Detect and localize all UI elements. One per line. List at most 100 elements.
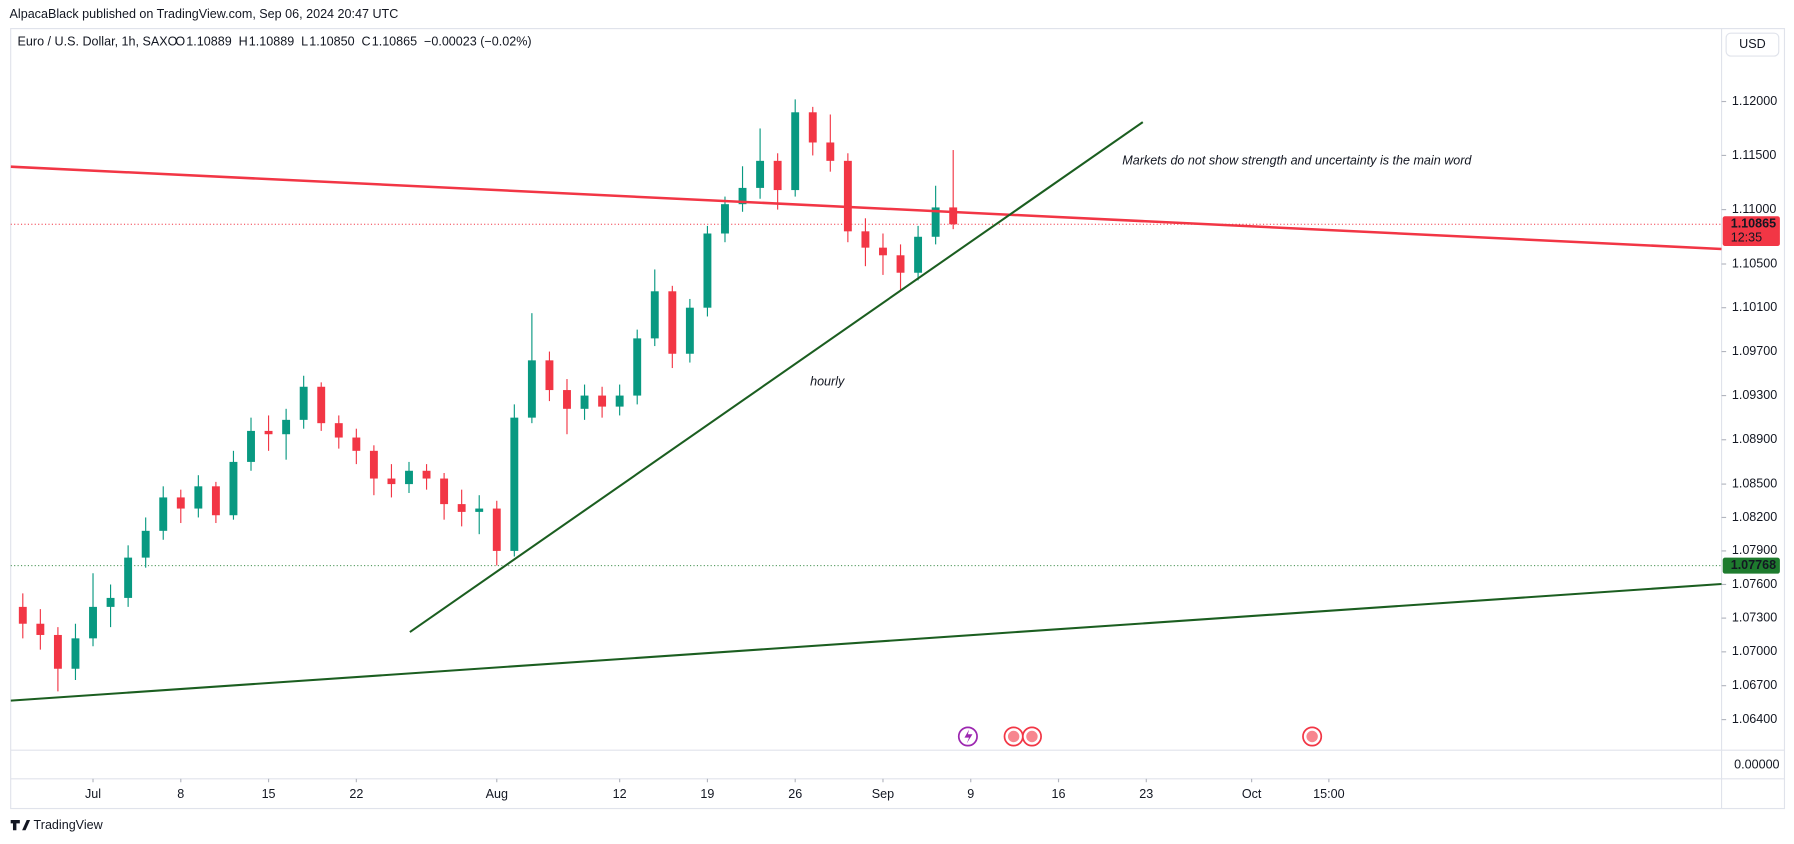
candle-body xyxy=(791,112,800,191)
candle-body xyxy=(422,470,431,479)
ohlc-key: H xyxy=(239,35,248,49)
candle-body xyxy=(861,231,870,248)
candle-body xyxy=(826,142,835,161)
event-icons xyxy=(957,726,1323,747)
candle-body xyxy=(18,606,27,624)
y-tick-label: 1.10100 xyxy=(1732,300,1777,314)
candle-body xyxy=(633,338,642,396)
ohlc-value: 1.10889 xyxy=(186,35,231,49)
event-icon-glyph xyxy=(964,729,973,744)
y-tick-label: 1.08900 xyxy=(1732,432,1777,446)
y-tick-label: 1.06700 xyxy=(1732,678,1777,692)
candle-body xyxy=(457,504,466,512)
candle-body xyxy=(176,497,185,509)
candle-body xyxy=(949,207,958,225)
candle-body xyxy=(668,291,677,354)
candle-body xyxy=(879,247,887,256)
price-label: 1.07768 xyxy=(1731,558,1776,572)
candle-body xyxy=(317,386,326,424)
price-label-bg xyxy=(1722,216,1780,246)
ohlc-key: O xyxy=(175,35,185,49)
candle-body xyxy=(387,478,396,485)
candle-body xyxy=(492,508,501,551)
y-tick-label: 1.07000 xyxy=(1732,644,1777,658)
ohlc-value: 1.10850 xyxy=(309,35,354,49)
symbol-name: Euro / U.S. Dollar, 1h, SAXO xyxy=(18,35,178,49)
change-value: −0.00023 (−0.02%) xyxy=(424,35,532,49)
candle-body xyxy=(369,450,378,479)
price-label: 1.10865 xyxy=(1731,217,1776,231)
plot-area xyxy=(10,99,1722,702)
price-label-bg xyxy=(1722,557,1780,574)
x-tick-label: 15 xyxy=(262,787,276,801)
candle-body xyxy=(282,419,291,435)
flag-glyph xyxy=(1026,730,1038,743)
candle-body xyxy=(475,508,484,512)
ohlc-value: 1.10865 xyxy=(372,35,417,49)
candle-body xyxy=(71,638,80,669)
candle-body xyxy=(141,530,150,558)
trend-line xyxy=(409,121,1144,633)
candle-body xyxy=(598,395,607,407)
candle-body xyxy=(440,478,449,505)
x-tick-label: 26 xyxy=(788,787,802,801)
candle-body xyxy=(194,486,203,509)
y-tick-label: 1.11000 xyxy=(1732,202,1776,216)
y-tick-label: 1.12000 xyxy=(1732,94,1777,108)
trend-line xyxy=(10,165,1722,251)
candle-body xyxy=(896,255,905,273)
x-tick-label: 9 xyxy=(967,787,974,801)
price-label-timer: 12:35 xyxy=(1731,230,1762,244)
y-tick-label: 1.07600 xyxy=(1732,577,1777,591)
y-tick-label: 1.09300 xyxy=(1732,388,1777,402)
brand-name: TradingView xyxy=(34,818,104,832)
candle-body xyxy=(106,597,115,607)
y-tick-label: 1.07300 xyxy=(1732,610,1777,624)
y-tick-label: 1.11500 xyxy=(1732,148,1776,162)
currency-button[interactable] xyxy=(1725,32,1780,57)
candle-body xyxy=(352,437,361,451)
candle-body xyxy=(299,386,308,420)
candle-body xyxy=(615,395,624,407)
y-tick-label: 1.08500 xyxy=(1732,476,1777,490)
candle-body xyxy=(89,606,97,639)
chart-frame xyxy=(10,28,1786,810)
x-tick-label: 16 xyxy=(1052,787,1066,801)
ohlc-key: C xyxy=(362,35,371,49)
candle-body xyxy=(264,430,273,435)
candle-body xyxy=(773,160,782,191)
candle-body xyxy=(229,461,238,516)
x-tick-label: 23 xyxy=(1139,787,1153,801)
candle-body xyxy=(211,486,220,516)
candle-body xyxy=(527,360,536,418)
candle-body xyxy=(756,160,765,188)
candle-body xyxy=(580,395,589,409)
candle-body xyxy=(738,187,747,205)
ohlc-key: L xyxy=(301,35,308,49)
y-tick-label: 1.07900 xyxy=(1732,543,1777,557)
candle-body xyxy=(124,557,133,598)
flag-glyph xyxy=(1007,730,1020,743)
ohlc-value: 1.10889 xyxy=(249,35,294,49)
y-tick-label: 1.09700 xyxy=(1732,344,1777,358)
candle-body xyxy=(405,470,413,485)
candle-body xyxy=(510,417,519,551)
annotation-text: hourly xyxy=(810,374,845,388)
y-tick-label: 1.08200 xyxy=(1732,510,1777,524)
candle-body xyxy=(545,360,554,391)
x-tick-label: 15:00 xyxy=(1313,787,1344,801)
candle-body xyxy=(563,390,571,409)
candle-body xyxy=(247,430,255,462)
x-tick-label: Aug xyxy=(486,787,508,801)
candle-body xyxy=(650,291,659,339)
y-tick-label: 1.10500 xyxy=(1732,256,1777,270)
candle-body xyxy=(931,207,940,237)
annotation-text: Markets do not show strength and uncerta… xyxy=(1122,154,1472,168)
candle-body xyxy=(703,233,712,308)
x-tick-label: Sep xyxy=(872,787,894,801)
flag-glyph xyxy=(1306,730,1318,743)
x-tick-label: 22 xyxy=(349,787,363,801)
x-tick-label: 12 xyxy=(613,787,627,801)
lower-pane-label: 0.00000 xyxy=(1734,757,1779,771)
